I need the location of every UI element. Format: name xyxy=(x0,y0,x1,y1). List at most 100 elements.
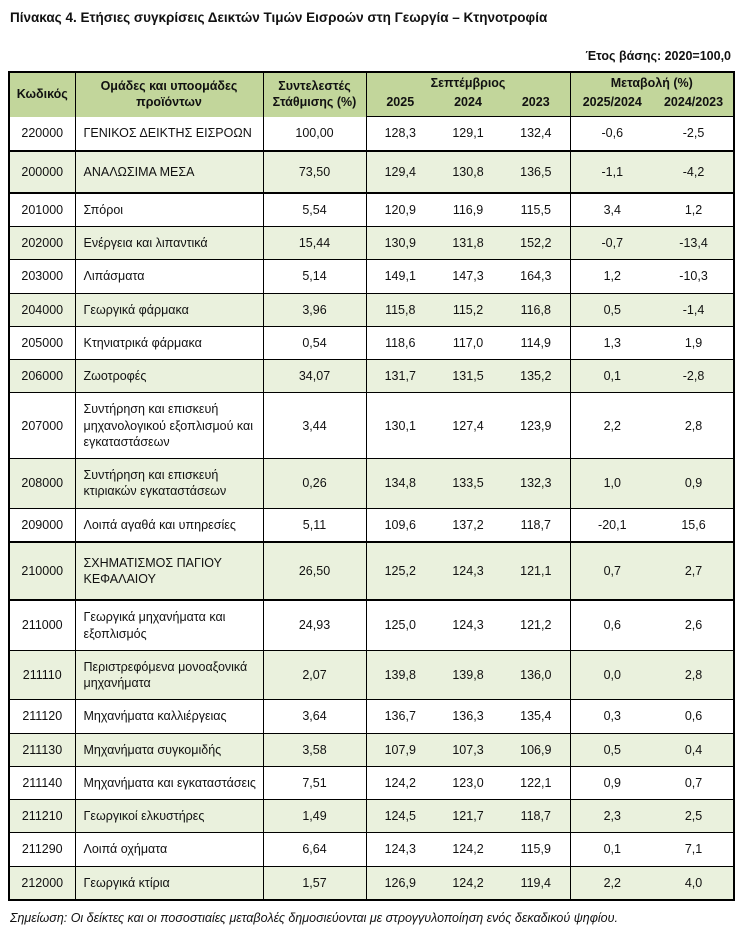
cell-index-2024: 147,3 xyxy=(434,259,502,294)
cell-change-2025-2024: 0,6 xyxy=(570,600,655,651)
cell-index-2025: 128,3 xyxy=(366,116,434,151)
cell-code: 212000 xyxy=(9,866,76,900)
cell-index-2025: 125,2 xyxy=(366,540,434,602)
cell-index-2024: 124,2 xyxy=(434,866,502,900)
cell-change-2025-2024: -0,7 xyxy=(570,226,655,261)
header-year-2023: 2023 xyxy=(502,94,571,118)
cell-index-2024: 131,8 xyxy=(434,226,502,261)
cell-change-2024-2023: 15,6 xyxy=(654,508,735,543)
table-row: 210000 ΣΧΗΜΑΤΙΣΜΟΣ ΠΑΓΙΟΥ ΚΕΦΑΛΑΙΟΥ 26,50 1… xyxy=(9,540,735,602)
table-row: 211290 Λοιπά οχήματα 6,64 124,3 124,2 115,9 0,… xyxy=(9,832,735,867)
cell-change-2024-2023: -2,5 xyxy=(654,116,735,151)
cell-change-2025-2024: 2,2 xyxy=(570,392,655,459)
table-row: 211130 Μηχανήματα συγκομιδής 3,58 107,9 107,… xyxy=(9,733,735,767)
cell-product-name: Κτηνιατρικά φάρμακα xyxy=(75,326,264,361)
cell-index-2025: 118,6 xyxy=(366,326,434,361)
cell-code: 211290 xyxy=(9,832,76,867)
cell-change-2024-2023: 1,2 xyxy=(654,192,735,227)
table-row: 204000 Γεωργικά φάρμακα 3,96 115,8 115,2 116,… xyxy=(9,293,735,327)
cell-index-2024: 124,3 xyxy=(434,540,502,602)
table-body: 220000 ΓΕΝΙΚΟΣ ΔΕΙΚΤΗΣ ΕΙΣΡΟΩΝ 100,00 128,3… xyxy=(9,116,735,900)
table-row: 201000 Σπόροι 5,54 120,9 116,9 115,5 3,4 1,2 xyxy=(9,192,735,227)
cell-change-2025-2024: -20,1 xyxy=(570,508,655,543)
cell-index-2023: 114,9 xyxy=(502,326,571,361)
cell-index-2025: 136,7 xyxy=(366,699,434,734)
cell-product-name: Γεωργικά κτίρια xyxy=(75,866,264,900)
table-row: 207000 Συντήρηση και επισκευή μηχανολογικ… xyxy=(9,392,735,459)
cell-weight: 1,57 xyxy=(263,866,367,900)
cell-weight: 15,44 xyxy=(263,226,367,261)
cell-weight: 5,54 xyxy=(263,192,367,227)
cell-index-2023: 132,4 xyxy=(502,116,571,151)
cell-product-name: Περιστρεφόμενα μονοαξονικά μηχανήματα xyxy=(75,650,264,701)
cell-change-2025-2024: 2,3 xyxy=(570,799,655,834)
cell-product-name: Λιπάσματα xyxy=(75,259,264,294)
cell-change-2024-2023: 0,9 xyxy=(654,458,735,509)
cell-weight: 3,64 xyxy=(263,699,367,734)
cell-weight: 2,07 xyxy=(263,650,367,701)
header-ratio-2025-2024: 2025/2024 xyxy=(570,94,655,118)
cell-change-2024-2023: 4,0 xyxy=(654,866,735,900)
cell-code: 209000 xyxy=(9,508,76,543)
header-weights: Συντελεστές Στάθμισης (%) xyxy=(263,72,367,117)
cell-index-2023: 164,3 xyxy=(502,259,571,294)
cell-weight: 1,49 xyxy=(263,799,367,834)
cell-product-name: Γεωργικά φάρμακα xyxy=(75,293,264,327)
cell-index-2024: 129,1 xyxy=(434,116,502,151)
cell-change-2025-2024: 0,1 xyxy=(570,832,655,867)
cell-index-2023: 121,1 xyxy=(502,540,571,602)
cell-change-2024-2023: 2,5 xyxy=(654,799,735,834)
cell-index-2025: 130,1 xyxy=(366,392,434,459)
cell-code: 206000 xyxy=(9,359,76,394)
cell-index-2024: 137,2 xyxy=(434,508,502,543)
cell-product-name: Συντήρηση και επισκευή κτιριακών εγκατασ… xyxy=(75,458,264,509)
header-change: Μεταβολή (%) xyxy=(570,72,735,95)
cell-index-2024: 117,0 xyxy=(434,326,502,361)
cell-index-2025: 109,6 xyxy=(366,508,434,543)
cell-index-2023: 136,5 xyxy=(502,149,571,194)
cell-change-2024-2023: -1,4 xyxy=(654,293,735,327)
cell-index-2023: 119,4 xyxy=(502,866,571,900)
cell-weight: 100,00 xyxy=(263,116,367,151)
table-row: 211120 Μηχανήματα καλλιέργειας 3,64 136,7 13… xyxy=(9,699,735,734)
cell-index-2023: 115,5 xyxy=(502,192,571,227)
cell-index-2025: 125,0 xyxy=(366,600,434,651)
cell-change-2025-2024: -0,6 xyxy=(570,116,655,151)
cell-code: 205000 xyxy=(9,326,76,361)
cell-product-name: Λοιπά αγαθά και υπηρεσίες xyxy=(75,508,264,543)
cell-index-2025: 124,3 xyxy=(366,832,434,867)
cell-weight: 5,11 xyxy=(263,508,367,543)
table-row: 211210 Γεωργικοί ελκυστήρες 1,49 124,5 121,7… xyxy=(9,799,735,834)
cell-product-name: Μηχανήματα καλλιέργειας xyxy=(75,699,264,734)
cell-index-2024: 107,3 xyxy=(434,733,502,767)
cell-code: 211140 xyxy=(9,766,76,801)
cell-code: 200000 xyxy=(9,149,76,194)
cell-index-2025: 107,9 xyxy=(366,733,434,767)
cell-code: 203000 xyxy=(9,259,76,294)
cell-code: 207000 xyxy=(9,392,76,459)
cell-change-2025-2024: 0,5 xyxy=(570,293,655,327)
cell-index-2023: 135,4 xyxy=(502,699,571,734)
header-year-2025: 2025 xyxy=(366,94,434,118)
cell-index-2024: 133,5 xyxy=(434,458,502,509)
table-title: Πίνακας 4. Ετήσιες συγκρίσεις Δεικτών Τι… xyxy=(10,10,548,25)
cell-weight: 3,44 xyxy=(263,392,367,459)
cell-product-name: Μηχανήματα και εγκαταστάσεις xyxy=(75,766,264,801)
cell-change-2025-2024: 0,7 xyxy=(570,540,655,602)
cell-index-2023: 118,7 xyxy=(502,508,571,543)
header-ratio-2024-2023: 2024/2023 xyxy=(654,94,735,118)
header-groups: Ομάδες και υποομάδες προϊόντων xyxy=(75,72,264,117)
table-row: 200000 ΑΝΑΛΩΣΙΜΑ ΜΕΣΑ 73,50 129,4 130,8 136,5… xyxy=(9,149,735,194)
cell-index-2025: 139,8 xyxy=(366,650,434,701)
cell-index-2023: 136,0 xyxy=(502,650,571,701)
cell-index-2023: 115,9 xyxy=(502,832,571,867)
cell-change-2024-2023: -10,3 xyxy=(654,259,735,294)
table-row: 206000 Ζωοτροφές 34,07 131,7 131,5 135,2 0,1 -2… xyxy=(9,359,735,394)
cell-code: 211120 xyxy=(9,699,76,734)
cell-change-2024-2023: 2,8 xyxy=(654,650,735,701)
table-row: 212000 Γεωργικά κτίρια 1,57 126,9 124,2 119,4… xyxy=(9,866,735,900)
cell-code: 211130 xyxy=(9,733,76,767)
table-row: 211110 Περιστρεφόμενα μονοαξονικά μηχανήμ… xyxy=(9,650,735,701)
cell-change-2024-2023: 0,4 xyxy=(654,733,735,767)
